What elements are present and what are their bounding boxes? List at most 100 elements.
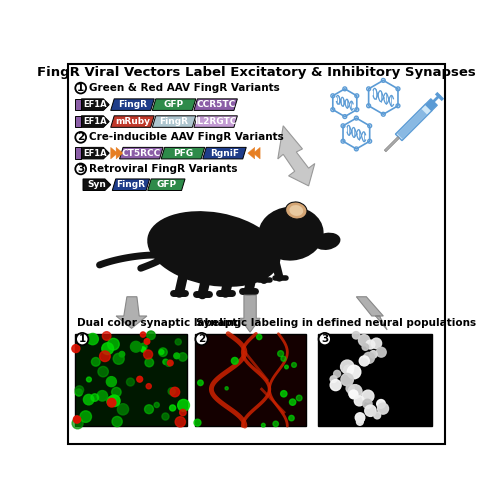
Circle shape [354,396,364,406]
Circle shape [355,413,365,423]
Polygon shape [110,147,117,159]
Circle shape [166,360,172,366]
Circle shape [292,363,296,367]
Circle shape [144,350,152,359]
Circle shape [80,411,92,423]
Circle shape [376,347,386,357]
Text: FingR: FingR [116,180,146,189]
Circle shape [334,370,340,377]
Circle shape [180,409,186,416]
Polygon shape [161,147,204,159]
Circle shape [108,398,116,407]
Text: 3: 3 [77,164,84,174]
Polygon shape [116,297,147,328]
Circle shape [159,350,164,355]
Circle shape [140,347,145,352]
Circle shape [256,334,262,340]
Circle shape [74,416,80,423]
Circle shape [196,333,207,345]
Polygon shape [426,99,438,111]
Bar [76,333,187,426]
Circle shape [170,387,179,397]
Circle shape [140,332,145,337]
Circle shape [113,353,124,364]
Bar [76,147,82,159]
Circle shape [146,384,152,389]
Circle shape [140,343,147,350]
Ellipse shape [314,233,340,250]
Circle shape [97,390,108,401]
Text: EF1A: EF1A [84,149,107,157]
Circle shape [273,421,278,427]
Circle shape [344,365,353,375]
Polygon shape [152,99,196,111]
Polygon shape [120,147,163,159]
Text: GFP: GFP [164,100,184,109]
Circle shape [318,333,331,345]
Circle shape [262,424,265,427]
Polygon shape [148,179,185,191]
Text: Green & Red AAV FingR Variants: Green & Red AAV FingR Variants [89,83,280,93]
Circle shape [365,405,376,416]
Circle shape [371,338,382,349]
Circle shape [76,389,82,396]
Circle shape [374,412,380,419]
Ellipse shape [290,205,303,216]
Polygon shape [112,179,150,191]
Circle shape [106,377,117,387]
Circle shape [112,416,122,427]
Ellipse shape [286,202,307,219]
Circle shape [178,399,190,411]
Circle shape [146,331,155,340]
Circle shape [92,358,100,366]
Text: Retroviral FingR Variants: Retroviral FingR Variants [89,164,238,174]
Circle shape [280,391,287,397]
Circle shape [108,395,120,406]
Polygon shape [240,295,260,332]
Circle shape [76,333,88,345]
Circle shape [102,343,114,355]
Circle shape [108,339,120,350]
Circle shape [178,353,187,361]
Polygon shape [83,179,110,191]
Circle shape [357,415,364,423]
Circle shape [100,351,110,362]
Circle shape [144,339,150,344]
Polygon shape [110,99,154,111]
Circle shape [347,365,361,379]
Text: mRuby: mRuby [115,117,150,126]
Circle shape [225,387,228,390]
Ellipse shape [258,207,324,261]
Circle shape [76,132,86,143]
Circle shape [356,418,364,425]
Circle shape [87,333,99,345]
Circle shape [194,419,201,426]
Circle shape [102,331,111,340]
Circle shape [72,418,83,429]
Text: CT5RCC: CT5RCC [122,149,161,157]
Circle shape [72,345,80,353]
Circle shape [119,352,124,357]
Circle shape [370,351,377,358]
Circle shape [352,331,360,339]
Text: 1: 1 [77,83,84,93]
Circle shape [144,405,154,413]
Circle shape [330,376,337,382]
Text: RgniF: RgniF [210,149,239,157]
Circle shape [174,353,180,359]
Polygon shape [397,109,427,139]
Circle shape [376,399,386,408]
Circle shape [154,402,160,407]
Polygon shape [82,99,109,111]
Polygon shape [82,116,109,127]
Circle shape [346,384,354,393]
Polygon shape [253,147,260,159]
Text: 2: 2 [77,132,84,142]
Bar [194,333,306,426]
Circle shape [340,360,354,373]
Circle shape [288,415,294,421]
Circle shape [278,351,283,357]
Polygon shape [396,104,432,141]
Circle shape [281,356,286,361]
Text: 2: 2 [198,334,205,344]
